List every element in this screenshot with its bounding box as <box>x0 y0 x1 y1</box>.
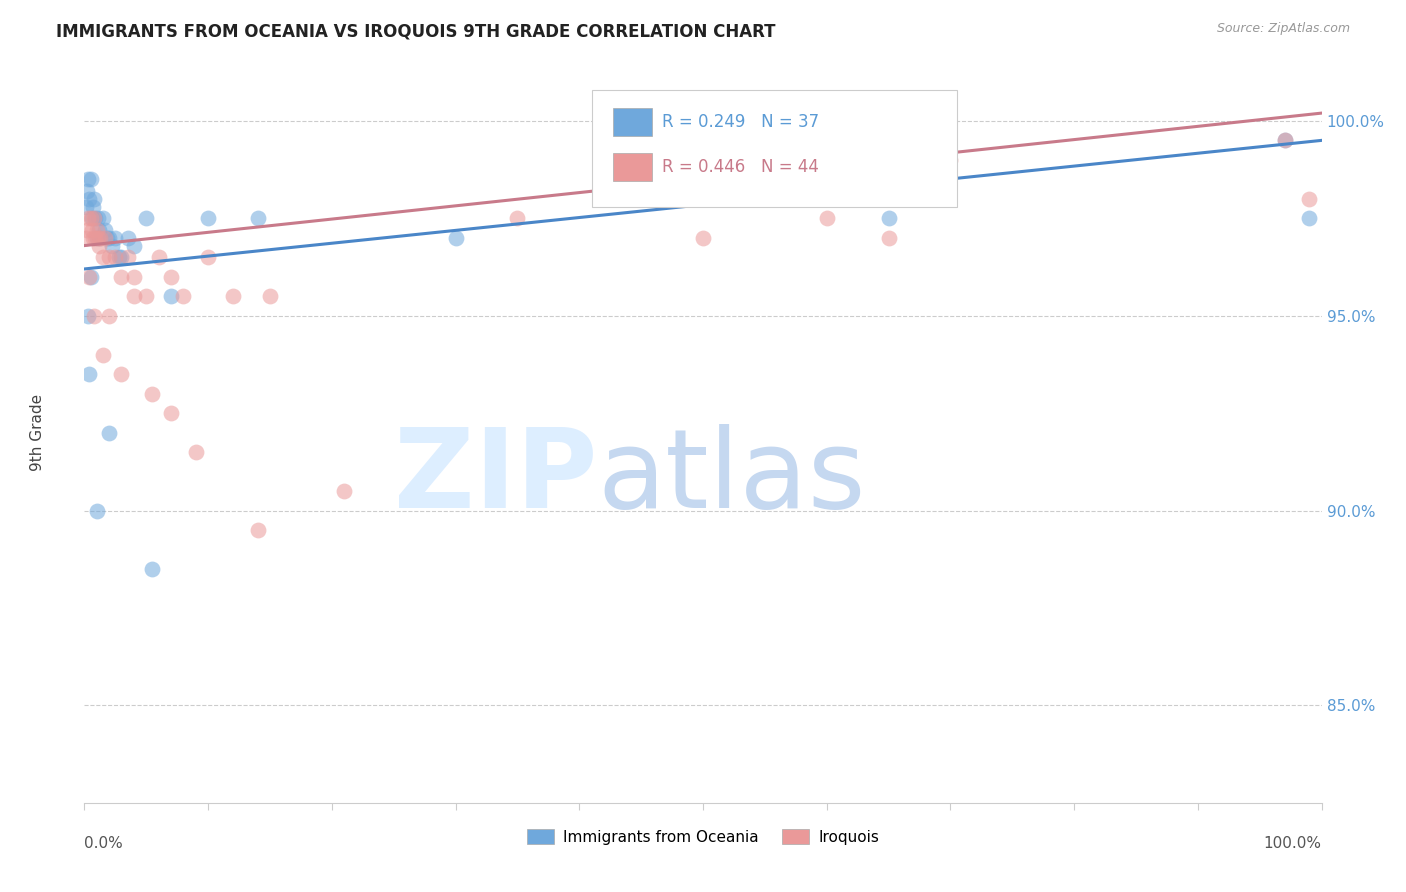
Point <box>94 223 117 237</box>
Point <box>91 211 114 226</box>
Point <box>79 269 101 284</box>
Text: ZIP: ZIP <box>395 424 598 531</box>
FancyBboxPatch shape <box>613 108 652 136</box>
Point <box>75 231 97 245</box>
Point <box>444 231 467 245</box>
Point <box>939 153 962 167</box>
Point <box>184 445 207 459</box>
FancyBboxPatch shape <box>592 90 956 207</box>
Point <box>89 231 111 245</box>
Point <box>79 269 101 284</box>
Point <box>77 309 100 323</box>
Point <box>80 223 103 237</box>
Point <box>96 231 118 245</box>
Text: 9th Grade: 9th Grade <box>30 394 45 471</box>
Point <box>89 231 111 245</box>
Point <box>87 211 110 226</box>
Point <box>77 172 100 186</box>
Point <box>98 309 121 323</box>
Point <box>76 184 98 198</box>
Point <box>1298 192 1320 206</box>
Point <box>79 211 101 226</box>
Point <box>110 269 132 284</box>
Point <box>108 250 131 264</box>
Point <box>1274 133 1296 147</box>
Point <box>80 211 103 226</box>
Point <box>84 211 107 226</box>
Text: R = 0.249   N = 37: R = 0.249 N = 37 <box>662 113 820 131</box>
Point <box>89 223 111 237</box>
Point <box>84 231 107 245</box>
Point <box>246 523 269 537</box>
Point <box>76 223 98 237</box>
Point <box>98 231 121 245</box>
Text: R = 0.446   N = 44: R = 0.446 N = 44 <box>662 158 820 176</box>
Point <box>94 231 117 245</box>
Point <box>135 211 157 226</box>
Point <box>506 211 529 226</box>
Point <box>83 309 105 323</box>
Point <box>1298 211 1320 226</box>
Point <box>197 211 219 226</box>
Point <box>86 503 108 517</box>
FancyBboxPatch shape <box>613 153 652 181</box>
Point <box>77 211 100 226</box>
Point <box>815 211 838 226</box>
Text: atlas: atlas <box>598 424 866 531</box>
Legend: Immigrants from Oceania, Iroquois: Immigrants from Oceania, Iroquois <box>520 823 886 851</box>
Point <box>117 250 139 264</box>
Point <box>79 367 101 381</box>
Point <box>89 238 111 252</box>
Point <box>141 562 163 576</box>
Point <box>104 250 127 264</box>
Text: 100.0%: 100.0% <box>1264 836 1322 851</box>
Point <box>91 250 114 264</box>
Point <box>82 200 104 214</box>
Point <box>98 425 121 440</box>
Point <box>122 289 145 303</box>
Point <box>87 231 110 245</box>
Point <box>246 211 269 226</box>
Text: 0.0%: 0.0% <box>84 836 124 851</box>
Point <box>141 386 163 401</box>
Point <box>160 289 183 303</box>
Point <box>197 250 219 264</box>
Point <box>117 231 139 245</box>
Point <box>1274 133 1296 147</box>
Point <box>83 211 105 226</box>
Point <box>222 289 245 303</box>
Point <box>110 250 132 264</box>
Point <box>877 211 900 226</box>
Point <box>135 289 157 303</box>
Point <box>148 250 170 264</box>
Point <box>82 231 104 245</box>
Point <box>259 289 281 303</box>
Point <box>172 289 194 303</box>
Point <box>79 192 101 206</box>
Point <box>104 231 127 245</box>
Point <box>75 200 97 214</box>
Point <box>877 231 900 245</box>
Point <box>98 250 121 264</box>
Point <box>110 367 132 381</box>
Point <box>692 231 714 245</box>
Point <box>333 484 356 499</box>
Point <box>83 192 105 206</box>
Text: Source: ZipAtlas.com: Source: ZipAtlas.com <box>1216 22 1350 36</box>
Point <box>86 223 108 237</box>
Point <box>122 269 145 284</box>
Point <box>100 238 122 252</box>
Point <box>79 172 101 186</box>
Text: IMMIGRANTS FROM OCEANIA VS IROQUOIS 9TH GRADE CORRELATION CHART: IMMIGRANTS FROM OCEANIA VS IROQUOIS 9TH … <box>56 22 776 40</box>
Point <box>86 231 108 245</box>
Point <box>122 238 145 252</box>
Point <box>160 406 183 420</box>
Point <box>91 348 114 362</box>
Point <box>160 269 183 284</box>
